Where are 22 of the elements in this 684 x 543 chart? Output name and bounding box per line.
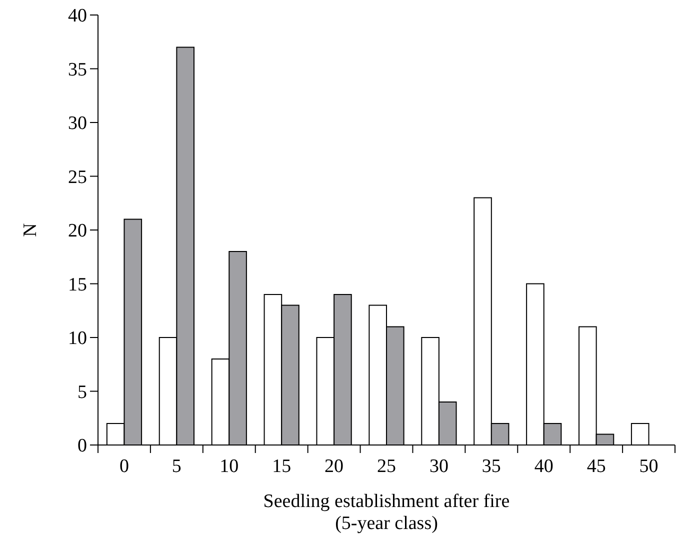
x-tick-label: 15 (272, 456, 292, 477)
x-tick-label: 5 (172, 456, 182, 477)
x-tick-label: 40 (534, 456, 554, 477)
x-tick-label: 35 (482, 456, 501, 477)
x-axis-title: Seedling establishment after fire (5-year class) (263, 491, 510, 534)
x-tick-label: 0 (119, 456, 129, 477)
y-tick-label: 0 (78, 436, 87, 457)
x-tick-label: 10 (220, 456, 239, 477)
y-tick-label: 35 (68, 59, 87, 80)
y-tick-label: 5 (78, 382, 87, 403)
x-tick-label: 30 (429, 456, 448, 477)
y-tick-label: 10 (68, 328, 87, 350)
y-tick-label: 25 (68, 166, 87, 188)
y-tick-label: 40 (68, 6, 87, 27)
x-tick-label: 45 (586, 456, 606, 477)
x-tick-label: 25 (377, 456, 396, 477)
y-tick-label: 15 (68, 274, 87, 296)
y-axis-title: N (20, 222, 41, 237)
x-tick-label: 50 (639, 456, 658, 477)
y-tick-label: 30 (68, 113, 87, 134)
x-tick-label: 20 (324, 456, 344, 477)
y-tick-label: 20 (68, 220, 87, 242)
